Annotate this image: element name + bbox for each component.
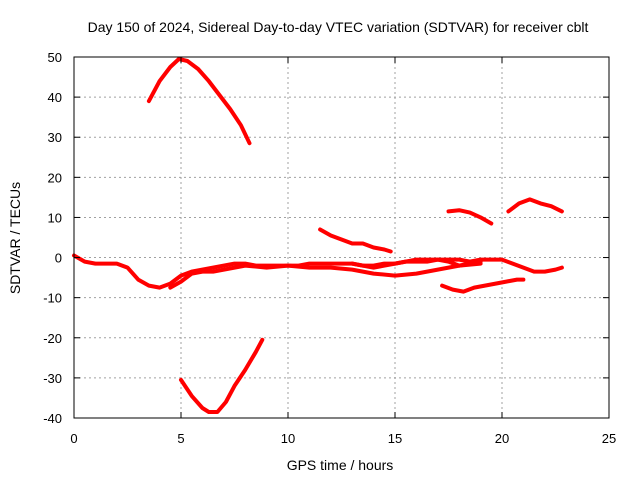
x-tick-label: 20 <box>495 431 509 446</box>
plot-frame <box>73 56 610 419</box>
x-axis-label: GPS time / hours <box>287 457 394 473</box>
y-tick-label: 30 <box>48 130 62 145</box>
y-tick-label: -40 <box>43 411 62 426</box>
series-line-arc-8 <box>440 277 526 294</box>
y-tick-label: 40 <box>48 90 62 105</box>
y-tick-label: -10 <box>43 291 62 306</box>
y-tick-label: 20 <box>48 170 62 185</box>
x-tick-label: 25 <box>602 431 616 446</box>
series-line-arc-3 <box>179 337 265 414</box>
y-tick-label: 10 <box>48 210 62 225</box>
series-line-arc-1 <box>72 253 564 290</box>
grid-lines <box>74 57 609 418</box>
y-axis-label: SDTVAR / TECUs <box>7 182 23 294</box>
x-tick-label: 0 <box>70 431 77 446</box>
series-line-arc-6 <box>446 208 494 226</box>
data-series <box>72 57 564 414</box>
y-tick-labels: -40 -30 -20 -10 0 10 20 30 40 50 <box>43 50 62 426</box>
x-tick-label: 10 <box>281 431 295 446</box>
x-tick-labels: 0 5 10 15 20 25 <box>70 431 616 446</box>
x-tick-label: 5 <box>177 431 184 446</box>
series-line-arc-9 <box>350 257 483 270</box>
y-tick-label: 0 <box>55 251 62 266</box>
series-line-arc-5 <box>318 227 393 254</box>
y-tick-label: 50 <box>48 50 62 65</box>
series-line-arc-7 <box>506 197 564 214</box>
series-line-arc-2 <box>146 57 252 146</box>
y-tick-label: -20 <box>43 331 62 346</box>
x-tick-label: 15 <box>388 431 402 446</box>
y-tick-label: -30 <box>43 371 62 386</box>
series-line-arc-4 <box>168 261 483 290</box>
chart-title: Day 150 of 2024, Sidereal Day-to-day VTE… <box>88 19 589 35</box>
